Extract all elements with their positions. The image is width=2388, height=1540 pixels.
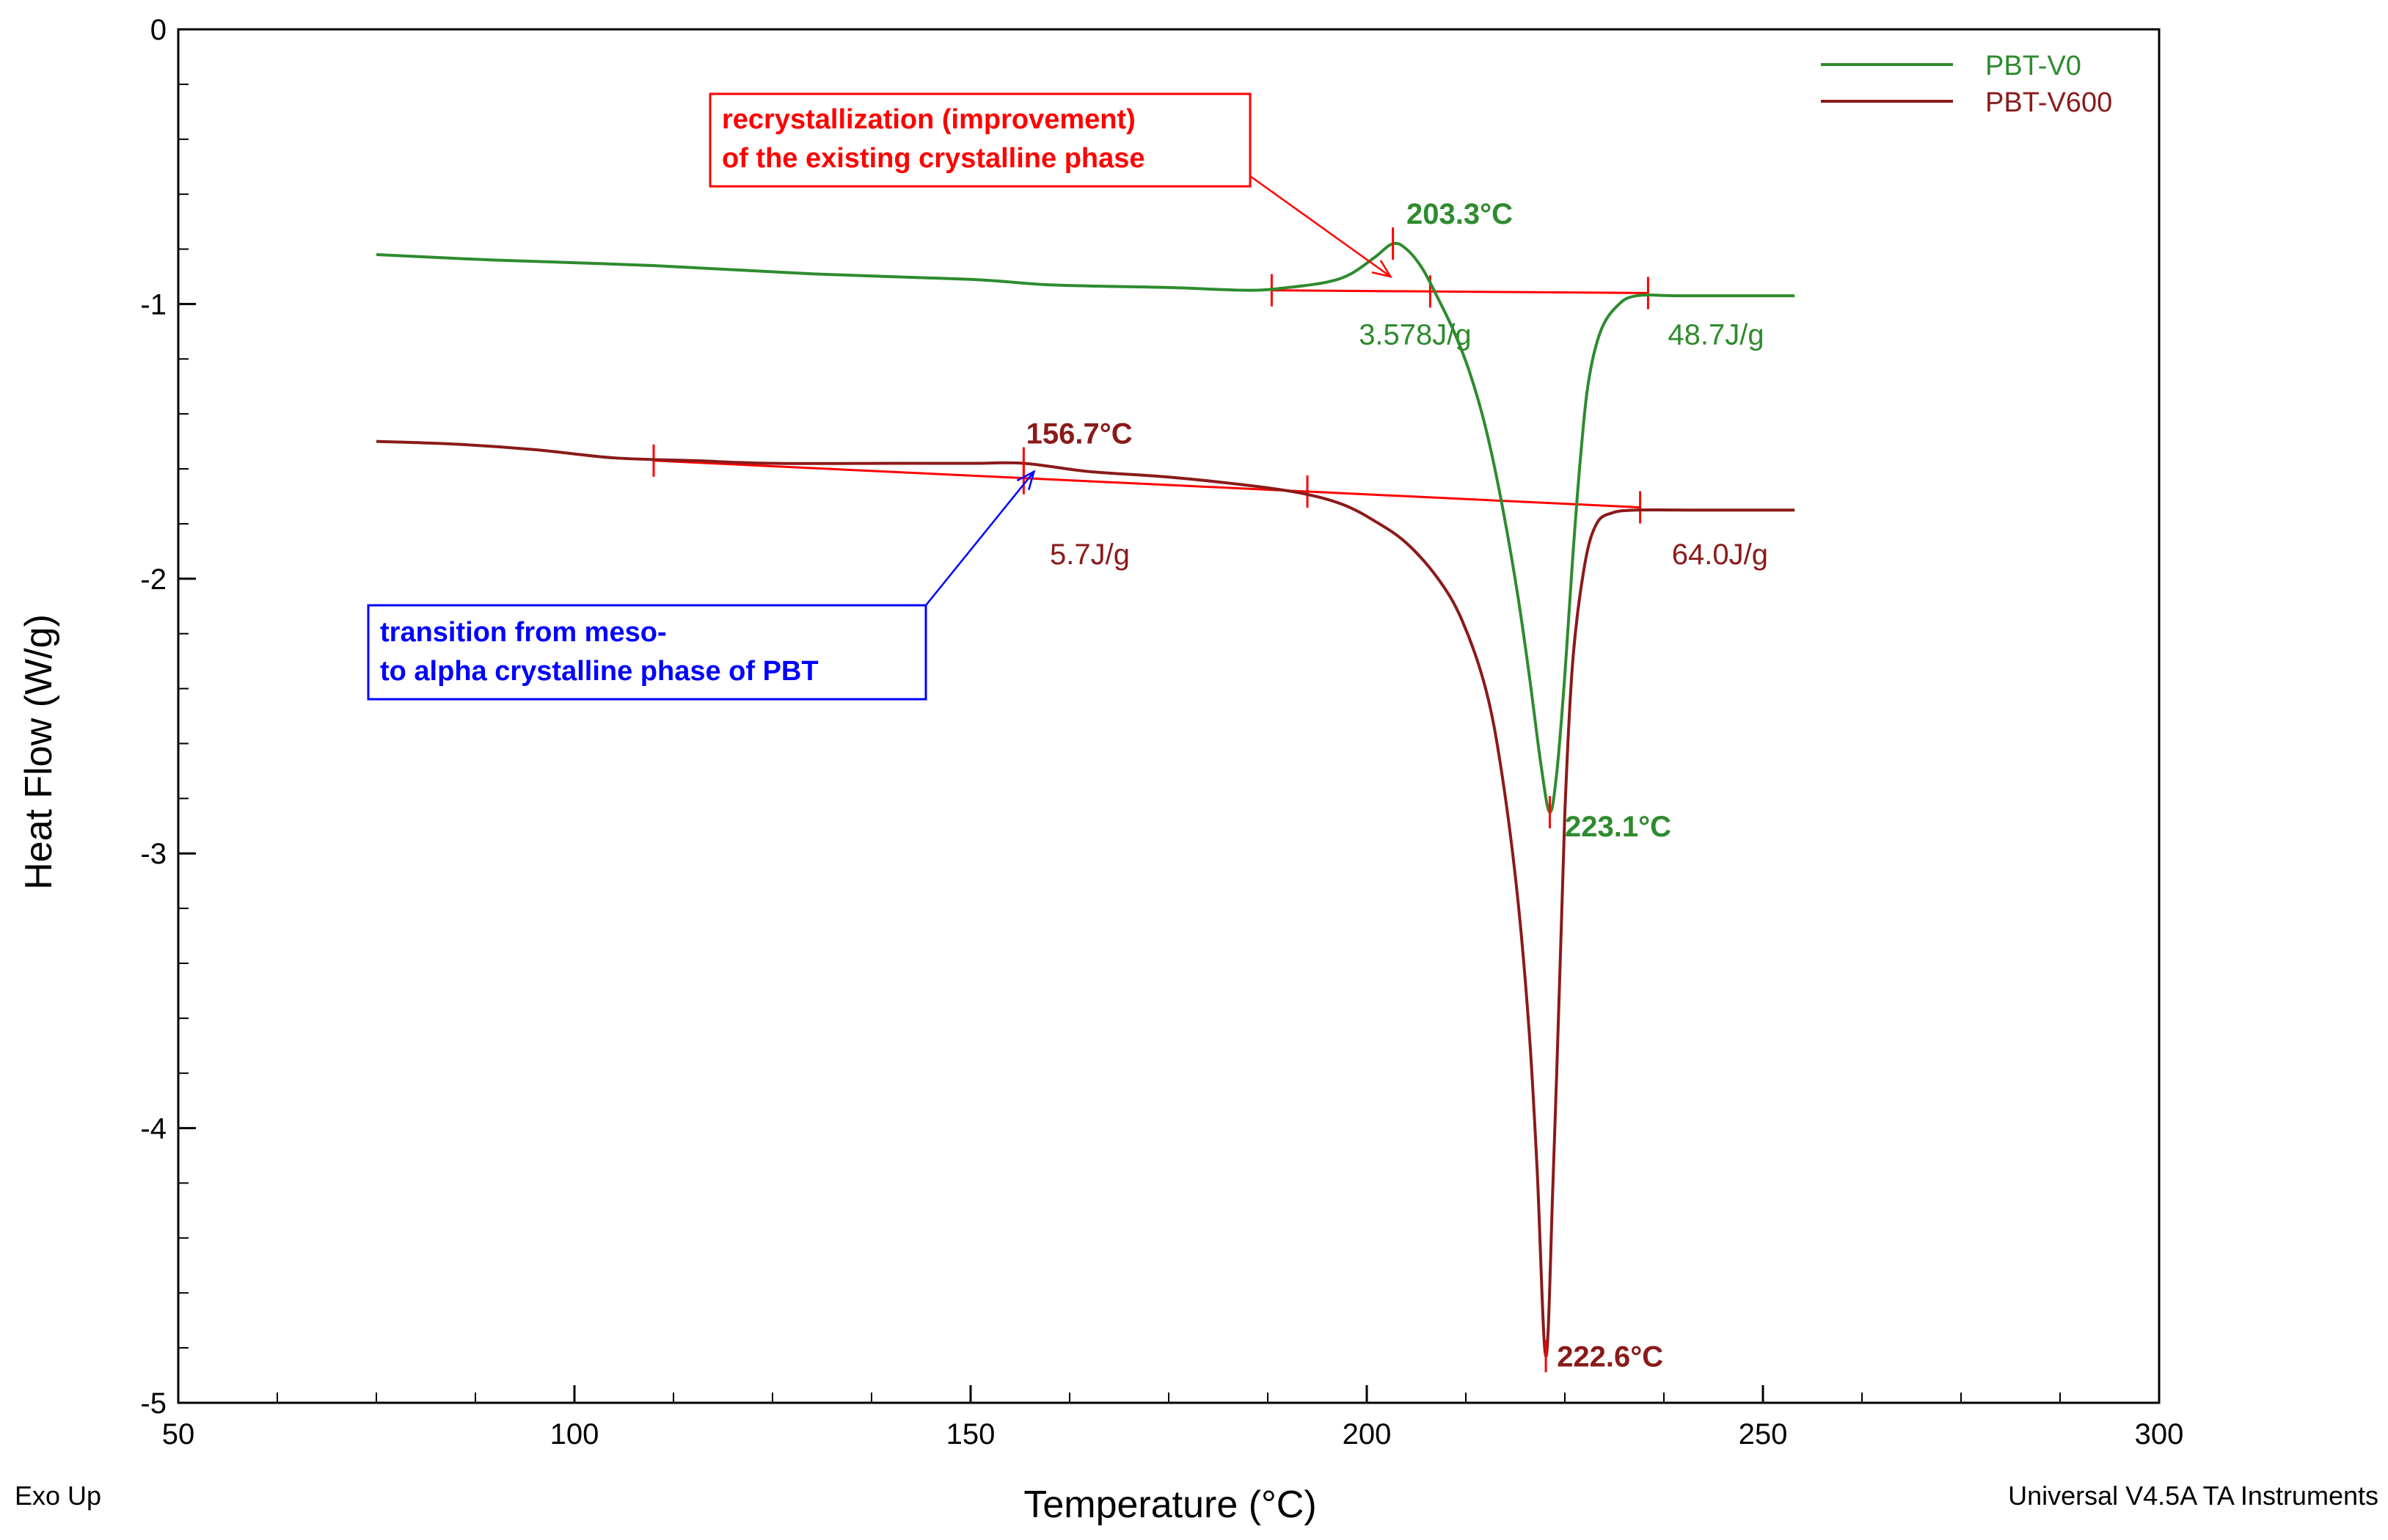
x-axis: 50 100 150 200 250 300 xyxy=(162,1385,2184,1450)
callout-box xyxy=(367,604,927,701)
callout-arrowhead xyxy=(1016,470,1036,491)
callout-arrow xyxy=(1249,175,1392,277)
y-axis-title: Heat Flow (W/g) xyxy=(18,614,60,890)
enthalpy-label: 5.7J/g xyxy=(1050,539,1130,571)
y-tick-label: -4 xyxy=(140,1113,167,1145)
callout-arrowhead xyxy=(1371,260,1393,278)
y-tick-label: -5 xyxy=(140,1387,167,1420)
x-tick-label: 150 xyxy=(946,1418,996,1450)
callouts: recrystallization (improvement) of the ex… xyxy=(367,92,1393,701)
x-tick-label: 300 xyxy=(2135,1418,2184,1450)
x-tick-label: 250 xyxy=(1739,1418,1788,1450)
x-axis-title: Temperature (°C) xyxy=(1023,1484,1316,1526)
callout-text: of the existing crystalline phase xyxy=(722,143,1145,174)
series-line-pbt-v0 xyxy=(376,241,1795,814)
peak-temperature-label: 156.7°C xyxy=(1026,417,1133,450)
enthalpy-label: 64.0J/g xyxy=(1672,539,1768,571)
y-axis: 0 -1 -2 -3 -4 -5 xyxy=(140,14,196,1420)
annotations: 203.3°C 3.578J/g 48.7J/g 223.1°C 156.7°C 5.7J… xyxy=(1026,198,1768,1373)
peak-temperature-label: 222.6°C xyxy=(1557,1340,1663,1373)
peak-temperature-label: 223.1°C xyxy=(1565,811,1671,843)
integration-baseline xyxy=(653,459,1640,508)
integration-baseline xyxy=(1271,289,1648,294)
series-line-pbt-v600 xyxy=(376,439,1795,1358)
legend-label: PBT-V600 xyxy=(1985,87,2112,118)
y-tick-label: -3 xyxy=(140,838,167,870)
callout-arrow xyxy=(925,470,1035,606)
y-tick-label: 0 xyxy=(150,14,167,46)
y-tick-label: -2 xyxy=(140,563,167,596)
enthalpy-label: 3.578J/g xyxy=(1359,319,1471,351)
series-group xyxy=(376,241,1795,1358)
legend: PBT-V0 PBT-V600 xyxy=(1821,51,2112,118)
callout-box xyxy=(709,92,1252,188)
baselines xyxy=(652,274,1649,524)
footer-instrument: Universal V4.5A TA Instruments xyxy=(2008,1481,2378,1511)
callout-text: transition from meso- xyxy=(380,617,667,648)
y-tick-label: -1 xyxy=(140,288,167,321)
footer-exo-up: Exo Up xyxy=(15,1481,101,1511)
x-tick-label: 50 xyxy=(162,1418,195,1450)
x-tick-label: 100 xyxy=(550,1418,599,1450)
callout-text: to alpha crystalline phase of PBT xyxy=(380,656,819,687)
peak-markers xyxy=(1022,227,1551,1373)
enthalpy-label: 48.7J/g xyxy=(1668,319,1764,351)
legend-label: PBT-V0 xyxy=(1985,51,2081,81)
peak-temperature-label: 203.3°C xyxy=(1406,198,1513,230)
x-tick-label: 200 xyxy=(1343,1418,1392,1450)
callout-text: recrystallization (improvement) xyxy=(722,104,1136,135)
